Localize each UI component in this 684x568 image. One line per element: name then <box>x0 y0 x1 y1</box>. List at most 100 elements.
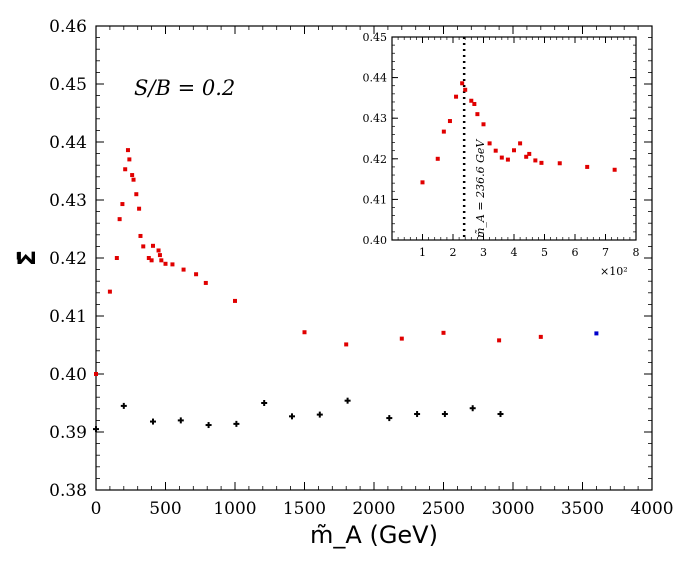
data-point-plus <box>414 411 421 418</box>
x-tick-label: 2500 <box>422 499 465 519</box>
inset-data-point <box>518 141 523 146</box>
inset-background <box>392 37 636 240</box>
data-point <box>131 177 136 182</box>
inset-data-point <box>533 158 538 163</box>
x-tick-label: 3500 <box>561 499 604 519</box>
data-point <box>163 261 168 266</box>
data-point-plus <box>441 411 448 418</box>
inset-data-points <box>420 81 617 185</box>
inset-x-tick-label: 2 <box>450 246 457 259</box>
data-point <box>141 244 146 249</box>
y-tick-label: 0.45 <box>49 75 87 95</box>
data-point <box>125 148 130 153</box>
inset-x-tick-label: 5 <box>541 246 548 259</box>
x-tick-label: 1000 <box>213 499 256 519</box>
data-point <box>150 243 155 248</box>
inset-axis-ticks: 1 2 3 4 5 6 7 8 0.40 0.41 0.42 0.43 0.44 0.45 <box>363 31 640 259</box>
data-point <box>233 298 237 303</box>
data-point <box>114 256 119 260</box>
inset-x-tick-label: 4 <box>511 246 518 259</box>
data-point <box>497 338 502 343</box>
inset-data-point <box>487 141 492 146</box>
inset-x-tick-label: 6 <box>572 246 579 259</box>
data-point <box>538 334 543 339</box>
inset-data-point <box>612 167 617 172</box>
y-tick-label: 0.43 <box>49 191 87 211</box>
inset-data-point <box>460 81 465 86</box>
inset-data-point <box>435 156 440 161</box>
data-point <box>156 248 161 253</box>
data-point <box>302 330 307 335</box>
inset-y-tick-label: 0.42 <box>363 153 388 166</box>
inset-x-tick-label: 3 <box>480 246 487 259</box>
inset-data-point <box>420 180 425 185</box>
x-tick-label: 1500 <box>283 499 326 519</box>
data-point <box>127 157 132 162</box>
data-point-plus <box>261 400 268 406</box>
signal-to-background-annotation: S/B = 0.2 <box>134 76 235 100</box>
inset-data-point <box>463 87 468 92</box>
x-axis-title: m̃_A (GeV) <box>310 521 438 549</box>
data-point <box>203 280 208 285</box>
data-point <box>137 206 142 211</box>
data-point <box>441 330 446 335</box>
y-tick-label: 0.39 <box>49 423 87 443</box>
inset-data-point <box>539 160 544 165</box>
data-point <box>170 262 175 267</box>
inset-data-point <box>469 98 474 103</box>
inset-vline: m̃_A = 236.6 GeV <box>462 37 487 240</box>
y-axis-title: Σ̄ <box>13 250 41 266</box>
inset-data-point <box>481 122 486 127</box>
x-tick-label: 4000 <box>630 499 673 519</box>
inset-x-tick-label: 1 <box>419 246 426 259</box>
peak-marker-label: m̃_A = 236.6 GeV <box>474 139 487 238</box>
y-tick-label: 0.46 <box>49 17 87 37</box>
data-point <box>120 202 125 207</box>
inset-data-point <box>527 151 532 156</box>
data-point <box>594 331 599 336</box>
x-tick-label: 2000 <box>352 499 395 519</box>
inset-data-point <box>447 119 452 124</box>
data-point-plus <box>149 418 156 425</box>
data-point <box>123 167 128 172</box>
data-point-plus <box>469 405 476 412</box>
inset-data-point <box>585 164 590 169</box>
data-point-plus <box>386 415 393 422</box>
data-point <box>149 258 154 263</box>
data-point-plus <box>316 411 323 418</box>
data-point <box>117 217 122 222</box>
data-point <box>94 372 98 376</box>
main-axis-ticks: 0 500 1000 1500 2000 2500 3000 3500 4000 0.38 0.39… <box>49 17 673 519</box>
inset-data-point <box>499 155 504 160</box>
data-point <box>159 258 164 263</box>
data-point-plus <box>288 413 295 420</box>
data-point-plus <box>205 422 212 429</box>
data-point-plus <box>233 420 240 427</box>
data-point <box>146 256 151 260</box>
data-point <box>344 342 349 347</box>
inset-y-tick-label: 0.44 <box>363 72 388 85</box>
data-point <box>138 233 143 238</box>
data-point-plus <box>497 411 504 418</box>
y-tick-label: 0.44 <box>49 133 87 153</box>
x-tick-label: 500 <box>149 499 181 519</box>
data-point-plus <box>177 417 184 424</box>
inset-y-tick-label: 0.41 <box>363 193 388 206</box>
y-tick-label: 0.40 <box>49 365 87 385</box>
inset-data-point <box>524 154 529 159</box>
inset-y-tick-label: 0.45 <box>363 31 388 44</box>
data-point-plus <box>344 397 351 404</box>
inset-data-point <box>454 94 459 99</box>
inset-x-tick-label: 8 <box>633 246 640 259</box>
inset-data-point <box>441 129 446 134</box>
data-point-plus <box>120 402 127 409</box>
data-point <box>107 289 112 294</box>
data-point <box>194 272 199 277</box>
inset-y-tick-label: 0.40 <box>363 234 388 247</box>
inset-y-tick-label: 0.43 <box>363 112 388 125</box>
data-point <box>130 173 135 178</box>
inset-x-multiplier: ×10² <box>600 265 628 278</box>
inset-data-point <box>505 157 510 162</box>
inset-data-point <box>472 101 477 106</box>
